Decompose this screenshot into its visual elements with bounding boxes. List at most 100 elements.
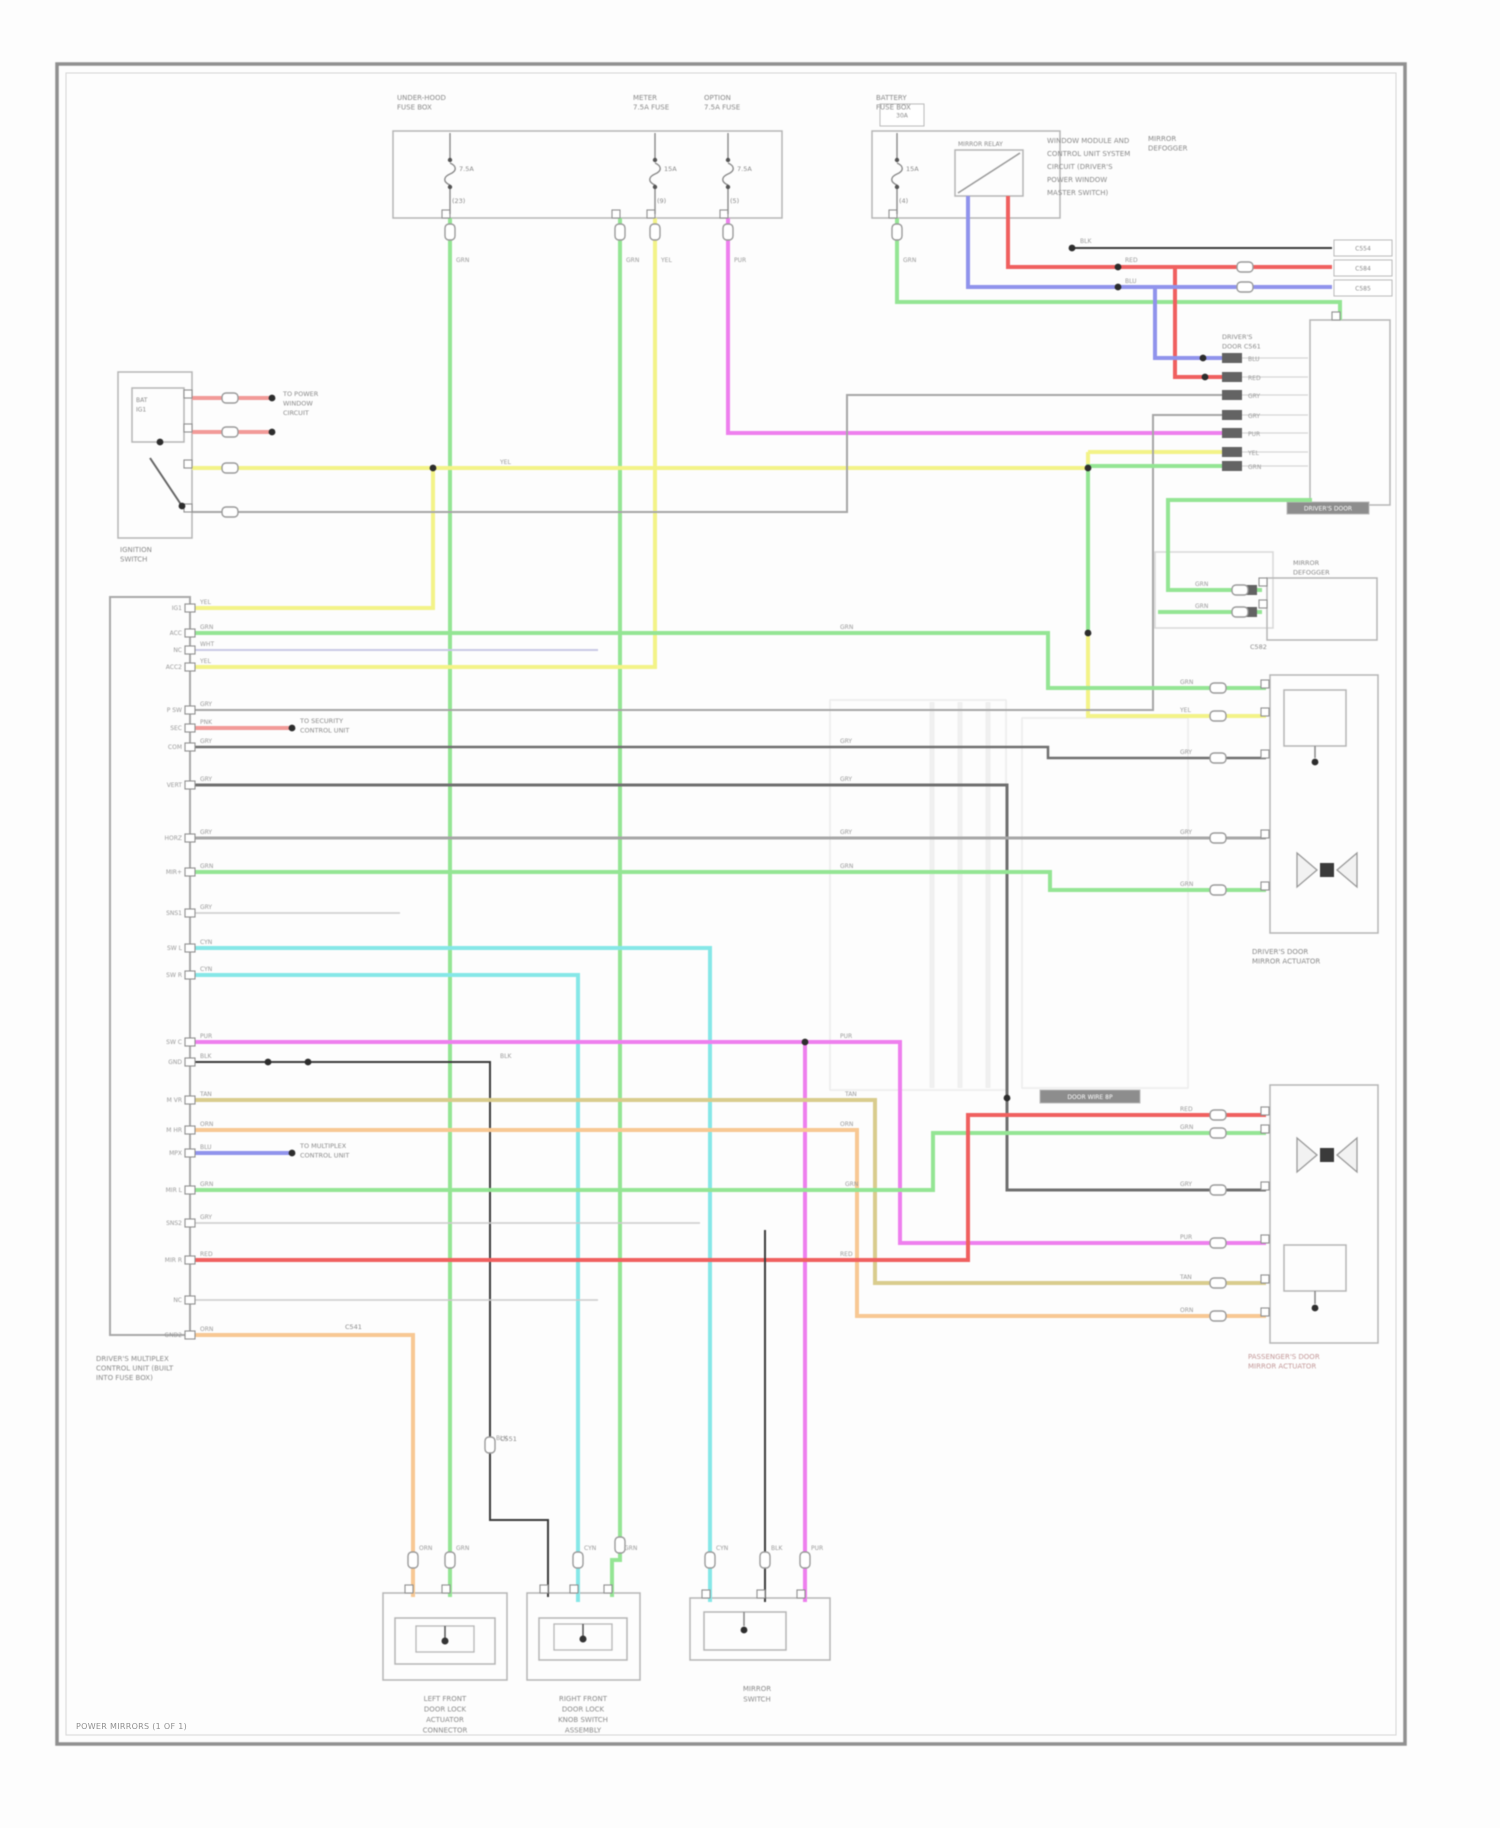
conn-block-blu [1222,353,1242,363]
battery-tag [879,103,925,127]
unit-pin-sns1 [184,908,196,918]
unit-pin-p-sw [184,705,196,715]
fuse-2-amp: 15A [664,165,677,173]
wire-code-51: GRN [456,1545,469,1552]
mirror2-box [1269,1084,1379,1344]
wire-yellow-fuse2 [192,218,657,669]
wire-code-50: ORN [419,1545,432,1552]
fuse-4-element [891,162,903,186]
wire-code-67: RED [840,1251,853,1258]
ignition-switch-arm [149,457,183,507]
relay-diagonal [957,152,1021,194]
wire-code-20: RED [200,1251,213,1258]
wire-code-53: GRN [624,1545,637,1552]
connector-bump-h-3 [1209,832,1227,844]
wire-code-36: PUR [734,257,746,264]
wire-code-8: GRY [200,829,212,836]
connector-bump-h-17 [221,462,239,474]
unit-pin-gnd2 [184,1330,196,1340]
wire-code-0: YEL [199,599,211,606]
entry-pin-0 [441,209,451,219]
mirror1-box [1269,674,1379,934]
wire-yellow-mirror [1086,452,1266,718]
bottom-box2 [526,1592,641,1681]
label-bottom3: MIRROR SWITCH [743,1685,771,1704]
junction-dot-15 [1084,629,1092,637]
label-fuse3: OPTION 7.5A FUSE [704,94,740,112]
wire-code-22: GRN [1180,679,1193,686]
label-bottom1: LEFT FRONT DOOR LOCK ACTUATOR CONNECTOR [423,1695,468,1735]
conn-tag-1-label: C554 [1355,246,1371,253]
conn-block-pur [1222,428,1242,438]
wire-code-58: GRN [840,624,853,631]
connector-bump-v-5 [407,1551,419,1569]
junction-dot-3 [264,1058,272,1066]
wire-red-pin21 [192,1113,1266,1262]
entry-pin-4 [888,209,898,219]
relay-box [954,149,1024,197]
label-mirror1: DRIVER'S DOOR MIRROR ACTUATOR [1252,948,1320,966]
wire-code-2: WHT [200,641,214,648]
fuse-4-amp: 15A [906,165,919,173]
unit-pin-label: SW L [167,945,183,952]
wire-code-66: GRN [845,1181,858,1188]
wire-code-39: RED [1125,257,1138,264]
wire-code-5: PNK [200,719,213,726]
entry-pin-13 [1260,881,1270,891]
wire-code-6: GRY [200,738,212,745]
wire-code-57: BLK [496,1435,508,1442]
fuse-2-dot-bottom [652,184,658,190]
entry-pin-3 [719,209,729,219]
conn-block-gry2 [1222,410,1242,420]
unit-pin-label: IG1 [172,605,182,612]
bottom-box2-inner [538,1617,628,1661]
fuse-1-dot-bottom [447,184,453,190]
fuse-4-number: (4) [899,197,908,205]
connector-bump-v-8 [614,1536,626,1554]
label-bottom2: RIGHT FRONT DOOR LOCK KNOB SWITCH ASSEMBLY [558,1695,608,1735]
multiplex-unit-box [109,596,191,1336]
unit-pin-label: P SW [167,707,182,714]
right-junction-box [1309,319,1391,506]
wire-code-24: GRY [1180,749,1192,756]
wire-code-41: BLU [1248,356,1260,363]
connector-bump-v-1 [614,223,626,241]
wire-gray-pin5 [192,414,1222,711]
connector-bump-h-8 [1209,1237,1227,1249]
entry-pin-5 [183,389,193,399]
wire-code-47: GRN [1248,464,1261,471]
wire-green-trunk-mid [610,218,622,1597]
ghost-box-left [829,699,1007,1091]
unit-pin-sw-c [184,1037,196,1047]
wire-code-21: ORN [200,1326,213,1333]
wire-yellow-tap [192,468,435,610]
wire-code-29: GRY [1180,1181,1192,1188]
connector-bump-h-13 [1236,261,1254,273]
wire-code-65: ORN [840,1121,853,1128]
unit-pin-mpx [184,1148,196,1158]
wire-gray-ignition [192,394,1222,513]
unit-pin-mir-l [184,1185,196,1195]
connector-bump-v-6 [444,1551,456,1569]
wire-orange-ground [192,1333,415,1597]
conn-block-heat1 [1243,585,1257,595]
wire-code-34: GRN [626,257,639,264]
connector-bump-h-7 [1209,1184,1227,1196]
conn-tag-3-label: C585 [1355,286,1371,293]
unit-pin-sns2 [184,1218,196,1228]
wire-code-55: BLK [771,1545,783,1552]
label-to-multiplex: TO MULTIPLEX CONTROL UNIT [299,1142,349,1160]
connector-bump-h-4 [1209,884,1227,896]
connector-bump-h-9 [1209,1277,1227,1289]
wire-code-46: YEL [1247,450,1259,457]
wire-code-61: GRY [840,829,852,836]
battery-tag-label: 30A [896,113,909,120]
fuse-1-amp: 7.5A [459,165,474,173]
ground-1-dot [441,1637,449,1645]
unit-pin-label: NC [173,647,182,654]
unit-pin-sec [184,723,196,733]
connector-bump-h-14 [1236,281,1254,293]
conn-block-yel [1222,447,1242,457]
wire-code-19: GRY [200,1214,212,1221]
